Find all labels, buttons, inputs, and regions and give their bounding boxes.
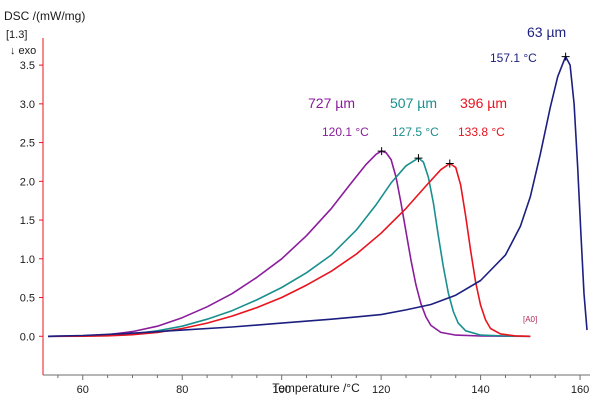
y-tick-label: 0.5 — [20, 293, 35, 305]
peak-marker — [414, 154, 423, 163]
y-tick-label: 3.5 — [20, 60, 35, 72]
series-line — [47, 55, 588, 338]
y-tick-label: 0.0 — [20, 331, 35, 343]
series-line — [47, 150, 531, 338]
series-layer — [47, 52, 588, 338]
y-axis-subtitle: [1.3] — [6, 29, 27, 41]
x-tick-label: 100 — [273, 384, 291, 396]
series-line — [47, 162, 531, 338]
series-line — [47, 157, 531, 338]
y-axis-title: DSC /(mW/mg) — [4, 9, 85, 23]
x-axis-title: Temperature /°C — [272, 381, 360, 395]
x-tick-label: 60 — [77, 384, 89, 396]
series-size-label: 727 µm — [308, 95, 355, 111]
x-tick-label: 160 — [571, 384, 589, 396]
peak-marker — [561, 52, 570, 61]
peak-temperature-label: 127.5 °C — [392, 125, 439, 139]
y-tick-label: 2.5 — [20, 138, 35, 150]
y-tick-label: 2.0 — [20, 176, 35, 188]
peak-marker — [445, 159, 454, 168]
labels-layer: 727 µm 120.1 °C 507 µm 127.5 °C 396 µm 133.8 … — [308, 24, 566, 139]
series-size-label: 396 µm — [460, 95, 507, 111]
x-tick-label: 80 — [176, 384, 188, 396]
x-tick-label: 120 — [372, 384, 390, 396]
peak-marker — [377, 147, 386, 156]
y-tick-label: 1.0 — [20, 254, 35, 266]
ticks-layer: 0.0 0.5 1.0 1.5 2.0 2.5 3.0 3.5 60 80 100 120 140 160 — [20, 60, 590, 396]
y-tick-label: 3.0 — [20, 99, 35, 111]
x-tick-label: 140 — [471, 384, 489, 396]
peak-temperature-label: 133.8 °C — [458, 125, 505, 139]
peak-temperature-label: 157.1 °C — [490, 51, 537, 65]
peak-temperature-label: 120.1 °C — [322, 125, 369, 139]
y-tick-label: 1.5 — [20, 215, 35, 227]
exo-direction-note: ↓ exo — [10, 45, 36, 57]
curve-end-marker: [A0] — [523, 315, 537, 324]
series-size-label: 507 µm — [390, 95, 437, 111]
series-size-label: 63 µm — [527, 24, 566, 40]
